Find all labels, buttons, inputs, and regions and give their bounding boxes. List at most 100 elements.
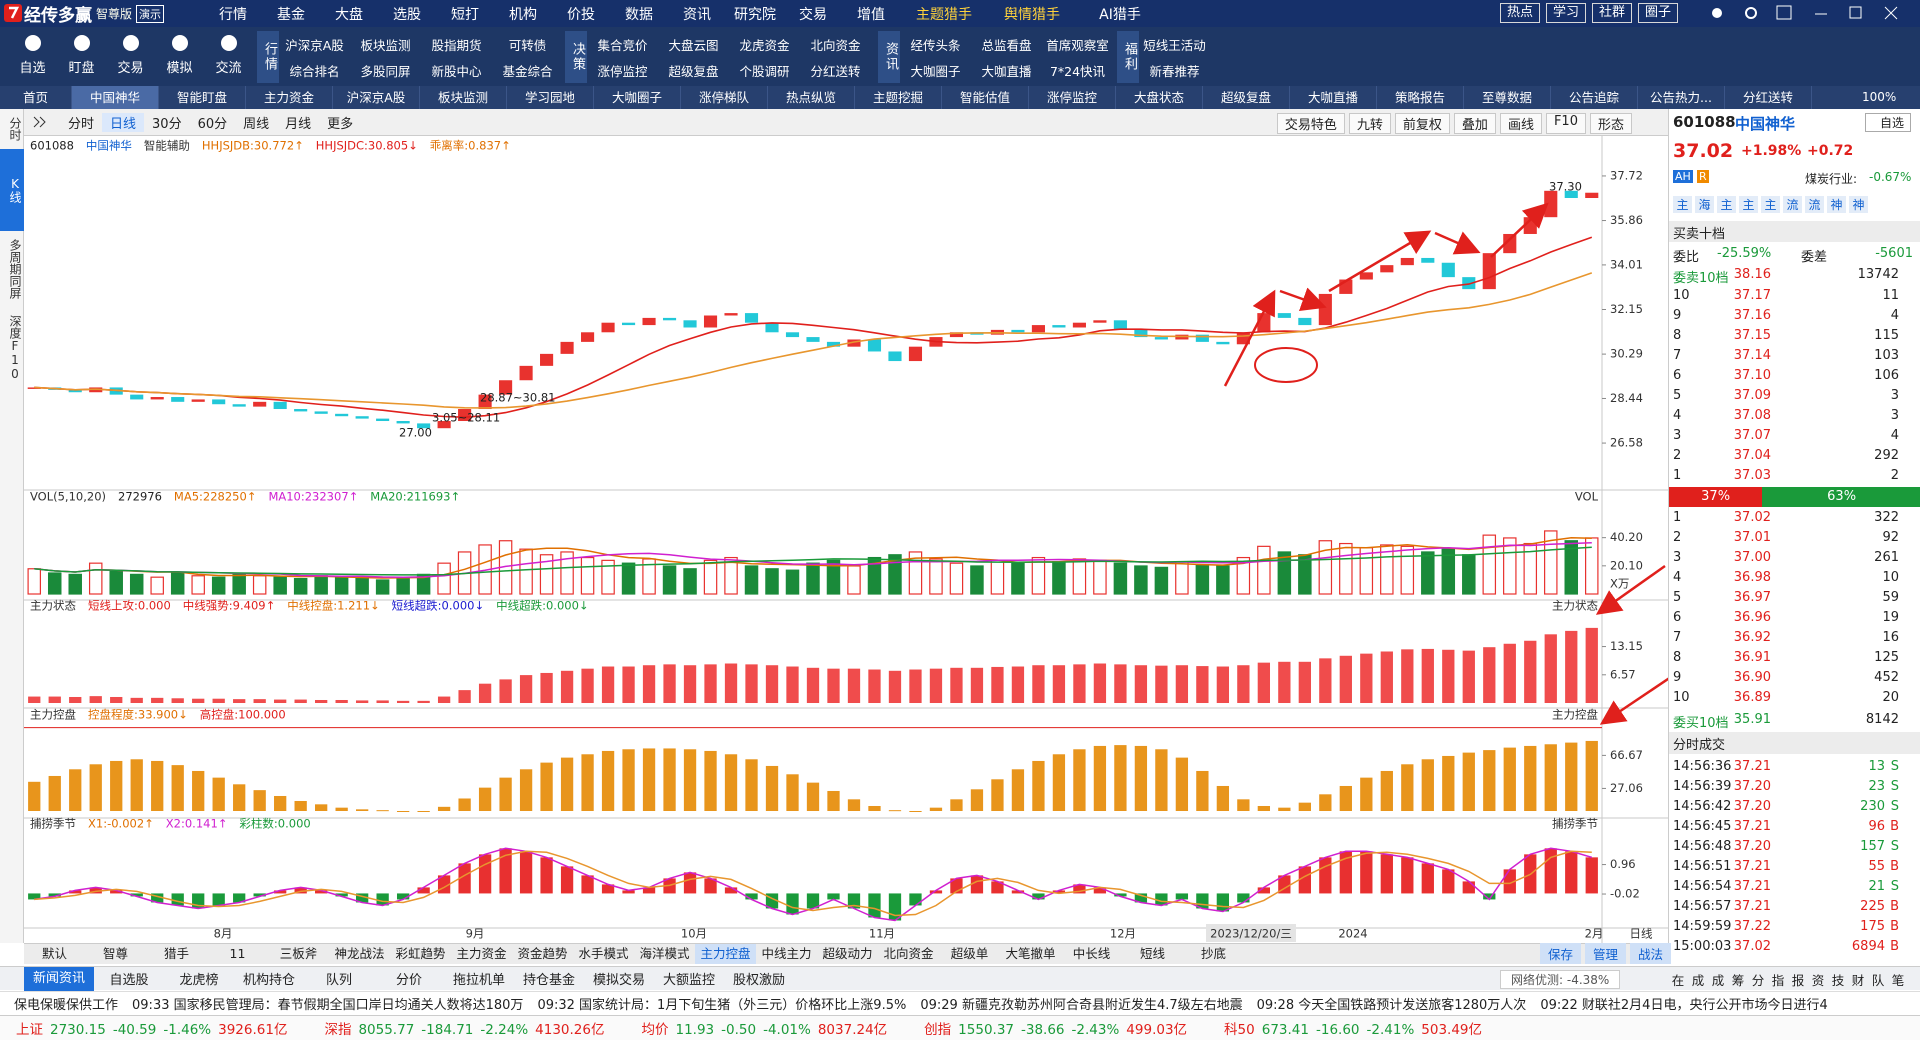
tab[interactable]: 首页 (0, 86, 72, 109)
chart-tool[interactable]: 叠加 (1453, 113, 1496, 134)
indicator-tab[interactable]: 超级单 (950, 946, 989, 961)
menu-item[interactable]: 资讯 (683, 6, 712, 23)
side-icon[interactable]: 在 (1671, 973, 1685, 988)
chart-tool[interactable]: F10 (1545, 113, 1586, 134)
indicator-tab[interactable]: 抄底 (1200, 946, 1226, 961)
side-tab[interactable]: 分时 (8, 117, 22, 141)
menu-item[interactable]: 选股 (393, 6, 422, 23)
tab[interactable]: 主力资金 (246, 86, 333, 109)
quote-icon[interactable]: 神 (1849, 196, 1868, 213)
group-item[interactable]: 个股调研 (739, 63, 790, 79)
menu-item[interactable]: 价投 (567, 6, 596, 23)
menu-item[interactable]: 基金 (277, 6, 306, 23)
quote-icon[interactable]: 海 (1695, 196, 1714, 213)
indicator-action[interactable]: 战法 (1630, 943, 1672, 964)
news-tab[interactable]: 模拟交易 (592, 973, 645, 988)
group-item[interactable]: 首席观察室 (1046, 37, 1109, 53)
news-tab[interactable]: 大额监控 (662, 973, 715, 988)
news-item[interactable]: 09:22 财联社2月4日电，央行公开市场今日进行4 (1540, 998, 1828, 1013)
top-button[interactable]: 圈子 (1638, 3, 1679, 23)
news-item[interactable]: 09:28 今天全国铁路预计发送旅客1280万人次 (1256, 998, 1527, 1013)
indicator-tab[interactable]: 三板斧 (279, 946, 318, 961)
indicator-tab[interactable]: 海洋模式 (639, 946, 690, 961)
side-icon[interactable]: 指 (1771, 973, 1785, 988)
side-icon[interactable]: 笔 (1891, 973, 1905, 988)
period[interactable]: 60分 (197, 116, 228, 132)
tab[interactable]: 大咖圈子 (594, 86, 681, 109)
indicator-tab[interactable]: 11 (229, 946, 246, 961)
menu-item[interactable]: 交易 (799, 6, 828, 23)
news-tab[interactable]: 自选股 (109, 973, 149, 988)
side-icon[interactable]: 财 (1851, 973, 1865, 988)
tool-icon[interactable]: 交流 (204, 31, 253, 76)
side-icon[interactable]: 成 (1711, 973, 1725, 988)
menu-item[interactable]: 机构 (509, 6, 538, 23)
tool-icon[interactable]: 自选 (8, 31, 57, 76)
top-button[interactable]: 热点 (1500, 3, 1541, 23)
side-icon[interactable]: 资 (1811, 973, 1825, 988)
chart-tool[interactable]: 形态 (1589, 113, 1632, 134)
tab[interactable]: 热点纵览 (768, 86, 855, 109)
quote-icon[interactable]: 神 (1827, 196, 1846, 213)
news-tab[interactable]: 队列 (325, 973, 352, 988)
news-tab[interactable]: 分价 (395, 973, 422, 988)
news-tab[interactable]: 股权激励 (732, 973, 785, 988)
news-item[interactable]: 保电保暖保供工作 (14, 998, 119, 1013)
news-tab[interactable]: 机构持仓 (242, 973, 295, 988)
group-item[interactable]: 涨停监控 (597, 63, 648, 79)
indicator-tab[interactable]: 主力资金 (456, 946, 507, 961)
tab[interactable]: 分红送转 (1725, 86, 1812, 109)
tab[interactable]: 公告热力... (1638, 86, 1725, 109)
tab[interactable]: 超级复盘 (1203, 86, 1290, 109)
group-item[interactable]: 新股中心 (431, 63, 482, 79)
indicator-action[interactable]: 保存 (1540, 943, 1582, 964)
side-icon[interactable]: 筹 (1731, 973, 1745, 988)
quote-icon[interactable]: 流 (1783, 196, 1802, 213)
menu-item[interactable]: 大盘 (335, 6, 364, 23)
indicator-tab[interactable]: 默认 (41, 946, 67, 961)
tab[interactable]: 涨停监控 (1029, 86, 1116, 109)
tab[interactable]: 大咖直播 (1290, 86, 1377, 109)
tab[interactable]: 板块监测 (420, 86, 507, 109)
period[interactable]: 更多 (327, 116, 354, 132)
tab[interactable]: 大盘状态 (1116, 86, 1203, 109)
side-tab[interactable]: 深度F10 (8, 315, 22, 381)
quote-icon[interactable]: 主 (1761, 196, 1780, 213)
tab[interactable]: 智能估值 (942, 86, 1029, 109)
news-item[interactable]: 09:33 国家移民管理局：春节假期全国口岸日均通关人数将达180万 (132, 998, 524, 1013)
indicator-tab[interactable]: 资金趋势 (517, 946, 568, 961)
group-item[interactable]: 经传头条 (910, 37, 961, 53)
indicator-tab[interactable]: 短线 (1139, 946, 1165, 961)
group-item[interactable]: 多股同屏 (360, 63, 411, 79)
tab[interactable]: 主题挖掘 (855, 86, 942, 109)
group-item[interactable]: 板块监测 (360, 37, 411, 53)
news-tab[interactable]: 龙虎榜 (179, 973, 219, 988)
menu-item[interactable]: 舆情猎手 (1004, 6, 1061, 23)
news-item[interactable]: 09:32 国家统计局：1月下旬生猪（外三元）价格环比上涨9.5% (537, 998, 907, 1013)
tab[interactable]: 涨停梯队 (681, 86, 768, 109)
menu-item[interactable]: 主题猎手 (916, 6, 973, 23)
group-item[interactable]: 大盘云图 (668, 37, 719, 53)
period[interactable]: 月线 (285, 116, 312, 132)
quote-icon[interactable]: 主 (1739, 196, 1758, 213)
group-item[interactable]: 分红送转 (810, 63, 861, 79)
menu-item[interactable]: AI猎手 (1099, 6, 1141, 23)
menu-item[interactable]: 研究院 (734, 6, 777, 23)
indicator-tab[interactable]: 彩虹趋势 (395, 946, 446, 961)
menu-item[interactable]: 增值 (857, 6, 886, 23)
side-icon[interactable]: 分 (1751, 973, 1765, 988)
group-item[interactable]: 短线王活动 (1143, 37, 1206, 53)
period[interactable]: 分时 (68, 116, 95, 132)
news-item[interactable]: 09:29 新疆克孜勒苏州阿合奇县附近发生4.7级左右地震 (920, 998, 1243, 1013)
group-item[interactable]: 沪深京A股 (285, 37, 344, 53)
news-tab[interactable]: 持仓基金 (522, 973, 575, 988)
chart-tool[interactable]: 交易特色 (1276, 113, 1345, 134)
tab[interactable]: 沪深京A股 (333, 86, 420, 109)
news-tab[interactable]: 拖拉机单 (452, 973, 505, 988)
quote-icon[interactable]: 主 (1673, 196, 1692, 213)
group-item[interactable]: 股指期货 (431, 37, 482, 53)
group-item[interactable]: 可转债 (508, 37, 547, 53)
group-item[interactable]: 基金综合 (502, 63, 553, 79)
group-item[interactable]: 北向资金 (810, 37, 861, 53)
tab[interactable]: 中国神华 (72, 86, 159, 109)
